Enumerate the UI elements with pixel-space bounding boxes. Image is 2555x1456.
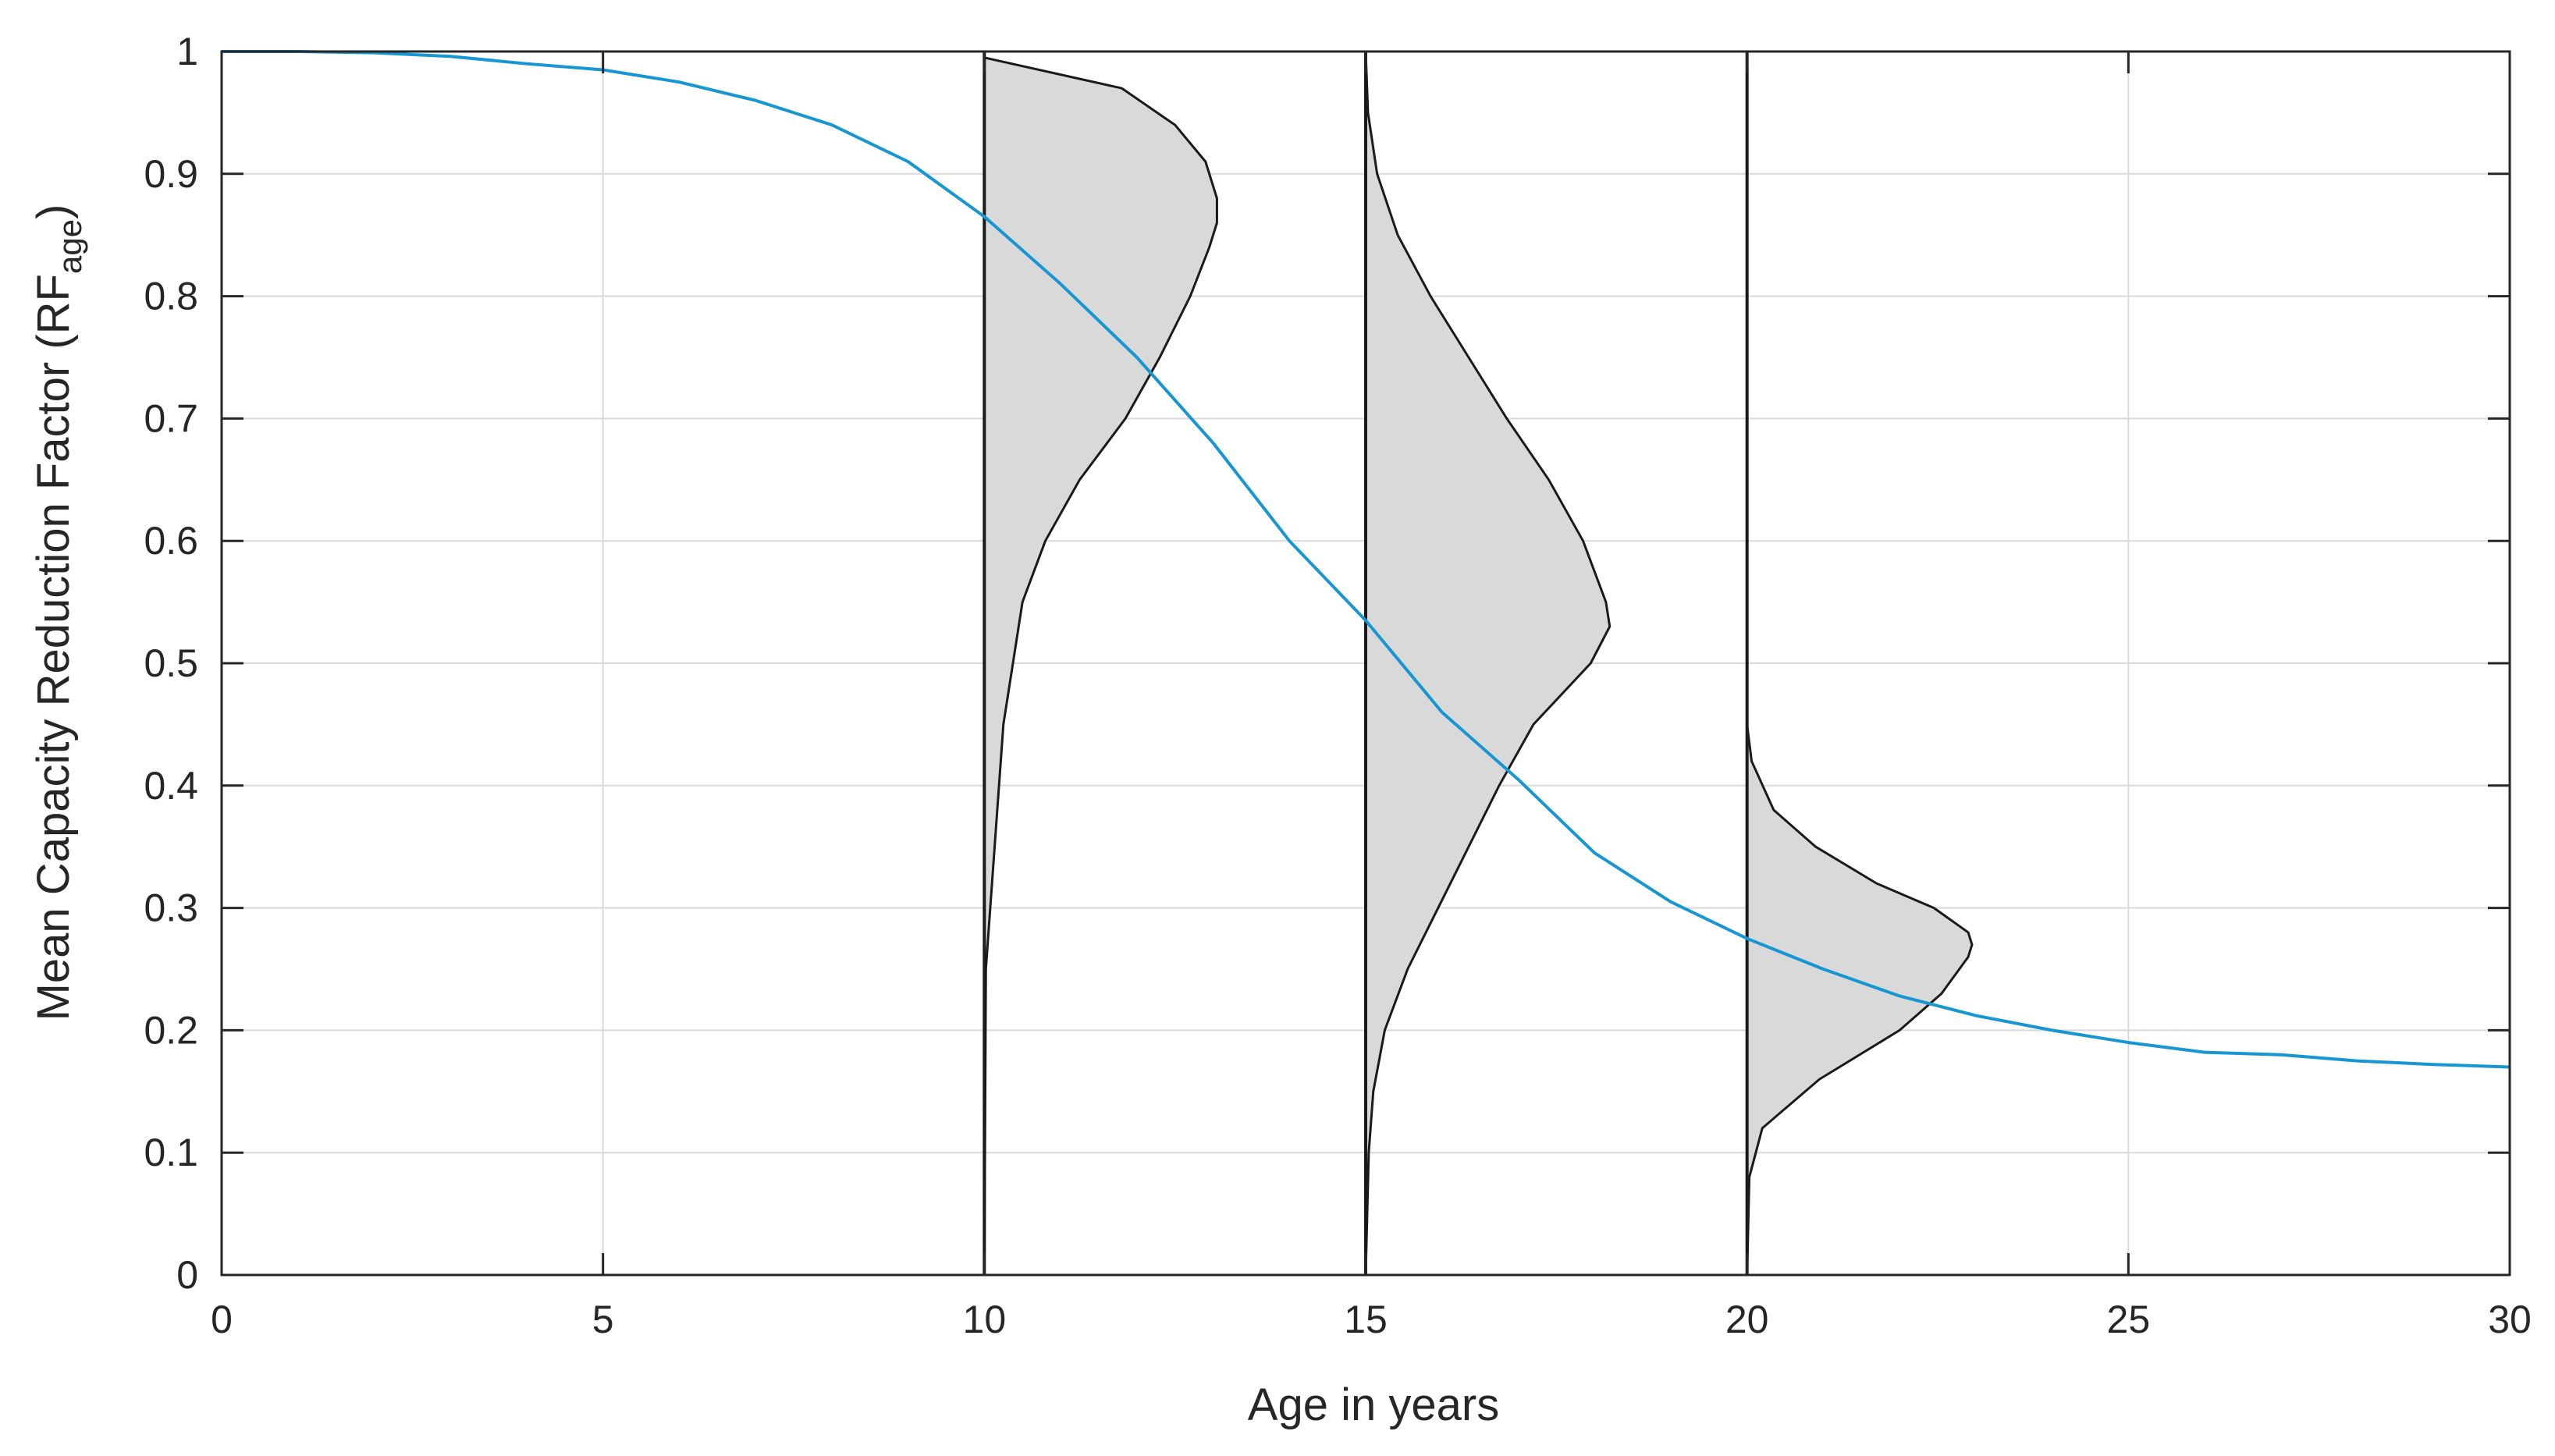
y-tick-label: 0.9 <box>144 152 198 196</box>
y-axis-label-subscript: age <box>52 219 88 274</box>
distribution-age-15 <box>1364 50 1612 1277</box>
y-tick-label: 0.4 <box>144 764 198 808</box>
x-tick-label: 25 <box>2107 1298 2151 1341</box>
distribution-age-10 <box>983 56 1218 1277</box>
y-axis-label-main: Mean Capacity Reduction Factor (RF <box>28 274 79 1021</box>
distribution-layer <box>983 50 1974 1277</box>
y-tick-label: 0.1 <box>144 1131 198 1174</box>
x-tick-label: 20 <box>1725 1298 1769 1341</box>
y-tick-label: 0.2 <box>144 1008 198 1052</box>
y-tick-label: 1 <box>176 30 198 73</box>
x-tick-label: 15 <box>1344 1298 1388 1341</box>
x-tick-label: 10 <box>963 1298 1007 1341</box>
y-axis-label: Mean Capacity Reduction Factor (RFage) <box>28 204 88 1021</box>
y-tick-label: 0.6 <box>144 519 198 563</box>
x-axis-label: Age in years <box>1248 1380 1499 1430</box>
distribution-age-20 <box>1746 723 1974 1277</box>
tick-label-layer: 0 5 10 15 20 25 30 0 0.1 0.2 0.3 0.4 0.5 0.6 0.7 0.8 0.9… <box>144 30 2531 1341</box>
y-tick-label: 0.8 <box>144 275 198 318</box>
y-tick-label: 0.5 <box>144 641 198 685</box>
axes-layer <box>220 50 2511 1277</box>
y-tick-label: 0.7 <box>144 396 198 440</box>
y-axis-label-close: ) <box>28 204 79 219</box>
x-tick-label: 30 <box>2488 1298 2532 1341</box>
x-tick-label: 5 <box>592 1298 614 1341</box>
x-tick-label: 0 <box>211 1298 233 1341</box>
y-tick-label: 0.3 <box>144 886 198 930</box>
y-tick-label: 0 <box>176 1253 198 1297</box>
